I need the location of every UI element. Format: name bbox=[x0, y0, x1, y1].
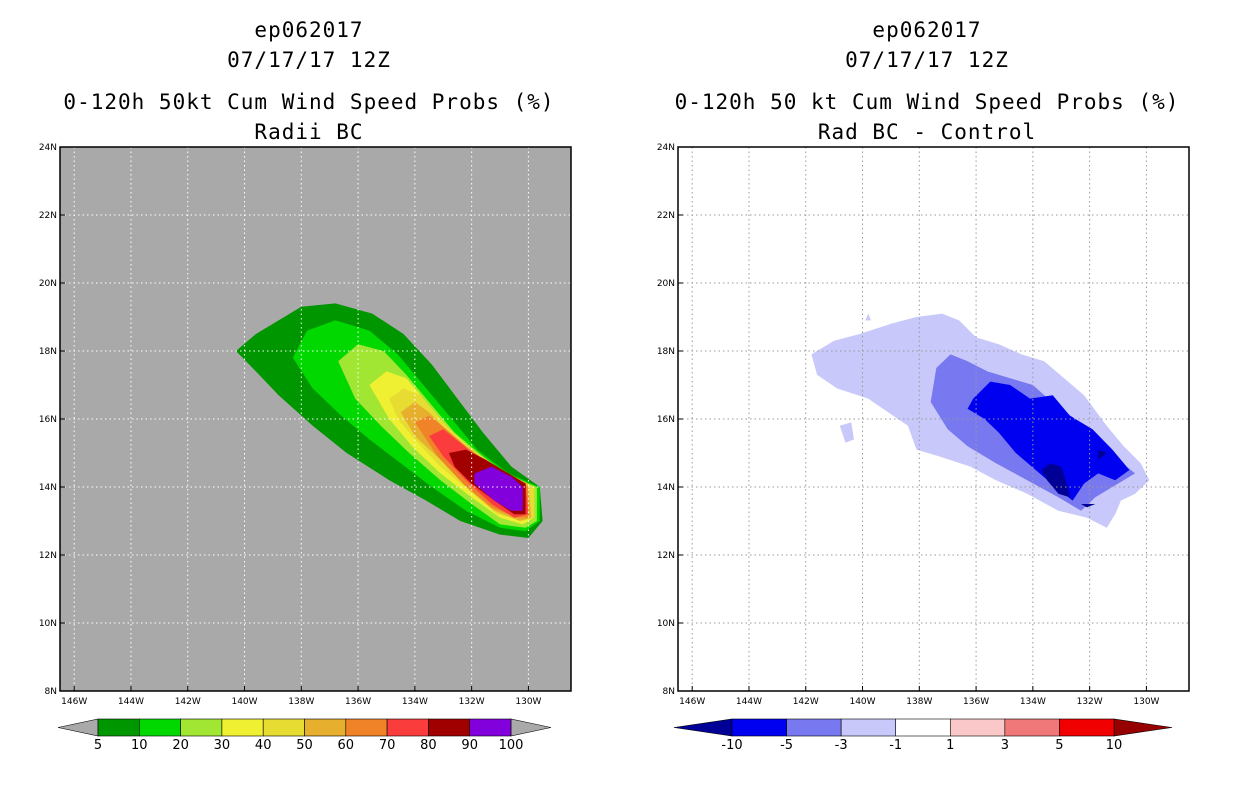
chart-subtitle: Radii BC bbox=[254, 120, 364, 144]
y-tick-label: 8N bbox=[45, 687, 57, 697]
colorbar-label: -10 bbox=[721, 738, 742, 753]
contour-region bbox=[1041, 463, 1070, 498]
colorbar-swatch bbox=[469, 718, 512, 737]
colorbar-swatch bbox=[1059, 718, 1115, 737]
y-tick-label: 14N bbox=[39, 483, 57, 493]
chart-title: 0-120h 50kt Cum Wind Speed Probs (%) bbox=[63, 90, 555, 114]
colorbar-label: 10 bbox=[1106, 738, 1123, 753]
colorbar-swatch bbox=[345, 718, 388, 737]
y-tick-label: 22N bbox=[39, 211, 57, 221]
chart-title: 0-120h 50 kt Cum Wind Speed Probs (%) bbox=[674, 90, 1180, 114]
colorbar-swatch bbox=[386, 718, 429, 737]
difference-probability-map: 146W 144W 142W 140W 138W 136W 134W 132W 130W 8N 10… bbox=[657, 143, 1190, 753]
x-tick-label: 140W bbox=[231, 697, 257, 707]
y-tick-label: 10N bbox=[39, 619, 57, 629]
colorbar-label: 60 bbox=[338, 738, 355, 753]
colorbar-swatch bbox=[304, 718, 347, 737]
y-tick-label: 14N bbox=[657, 483, 675, 493]
x-tick-label: 146W bbox=[61, 697, 87, 707]
x-tick-label: 130W bbox=[1133, 697, 1159, 707]
contour-region bbox=[839, 422, 854, 443]
forecast-date: 07/17/17 12Z bbox=[227, 48, 391, 72]
contour-region bbox=[865, 313, 871, 321]
contour-region bbox=[1098, 449, 1107, 460]
colorbar-label: 30 bbox=[214, 738, 231, 753]
colorbar-swatch bbox=[895, 718, 951, 737]
colorbar-label: 5 bbox=[1055, 738, 1063, 753]
y-tick-label: 18N bbox=[657, 347, 675, 357]
y-tick-label: 16N bbox=[39, 415, 57, 425]
colorbar-swatch bbox=[428, 718, 470, 737]
x-tick-label: 140W bbox=[849, 697, 875, 707]
colorbar-label: -5 bbox=[780, 738, 793, 753]
y-tick-label: 18N bbox=[39, 347, 57, 357]
contour-region bbox=[1081, 504, 1096, 508]
x-tick-label: 134W bbox=[402, 697, 428, 707]
colorbar-label: 5 bbox=[94, 738, 102, 753]
colorbar-over-triangle bbox=[1113, 718, 1173, 737]
y-tick-label: 12N bbox=[657, 551, 675, 561]
colorbar-swatch bbox=[786, 718, 842, 737]
x-tick-label: 144W bbox=[736, 697, 762, 707]
colorbar-swatch bbox=[731, 718, 787, 737]
colorbar-label: 10 bbox=[131, 738, 148, 753]
contour-region bbox=[967, 381, 1130, 501]
x-tick-label: 136W bbox=[963, 697, 989, 707]
y-tick-label: 20N bbox=[657, 279, 675, 289]
storm-id: ep062017 bbox=[872, 18, 982, 42]
x-tick-label: 142W bbox=[175, 697, 201, 707]
x-tick-label: 130W bbox=[515, 697, 541, 707]
colorbar-under-triangle bbox=[57, 718, 99, 737]
colorbar-label: -3 bbox=[835, 738, 848, 753]
x-tick-label: 138W bbox=[288, 697, 314, 707]
colorbar-swatch bbox=[221, 718, 264, 737]
colorbar-swatch bbox=[139, 718, 181, 737]
y-tick-label: 22N bbox=[657, 211, 675, 221]
x-tick-label: 134W bbox=[1020, 697, 1046, 707]
colorbar-label: 40 bbox=[255, 738, 272, 753]
y-tick-label: 12N bbox=[39, 551, 57, 561]
colorbar-swatch bbox=[262, 718, 305, 737]
right-panel: ep062017 07/17/17 12Z 0-120h 50 kt Cum W… bbox=[618, 0, 1236, 800]
x-tick-label: 132W bbox=[459, 697, 485, 707]
colorbar-label: 70 bbox=[379, 738, 396, 753]
colorbar-label: 100 bbox=[499, 738, 524, 753]
y-tick-label: 16N bbox=[657, 415, 675, 425]
colorbar-swatch bbox=[949, 718, 1006, 737]
storm-id: ep062017 bbox=[254, 18, 364, 42]
x-tick-label: 142W bbox=[793, 697, 819, 707]
colorbar-label: -1 bbox=[889, 738, 902, 753]
x-tick-label: 146W bbox=[679, 697, 705, 707]
y-tick-label: 8N bbox=[663, 687, 675, 697]
colorbar-swatch bbox=[840, 718, 897, 737]
colorbar-label: 1 bbox=[946, 738, 954, 753]
colorbar-swatch bbox=[97, 718, 140, 737]
left-panel: ep062017 07/17/17 12Z 0-120h 50kt Cum Wi… bbox=[39, 18, 572, 753]
forecast-date: 07/17/17 12Z bbox=[845, 48, 1009, 72]
colorbar-label: 3 bbox=[1001, 738, 1009, 753]
contour-region bbox=[474, 466, 523, 511]
chart-subtitle: Rad BC - Control bbox=[817, 120, 1037, 144]
colorbar-label: 20 bbox=[172, 738, 189, 753]
y-tick-label: 24N bbox=[657, 143, 675, 153]
y-tick-label: 20N bbox=[39, 279, 57, 289]
colorbar-label: 80 bbox=[420, 738, 437, 753]
y-tick-label: 24N bbox=[39, 143, 57, 153]
x-tick-label: 144W bbox=[118, 697, 144, 707]
colorbar-under-triangle bbox=[673, 718, 733, 737]
x-tick-label: 132W bbox=[1077, 697, 1103, 707]
colorbar-swatch bbox=[180, 718, 223, 737]
x-tick-label: 138W bbox=[906, 697, 932, 707]
colorbar-label: 50 bbox=[296, 738, 313, 753]
colorbar-over-triangle bbox=[510, 718, 552, 737]
x-tick-label: 136W bbox=[345, 697, 371, 707]
colorbar-label: 90 bbox=[461, 738, 478, 753]
colorbar-swatch bbox=[1004, 718, 1060, 737]
radii-bc-probability-map: 146W 144W 142W 140W 138W 136W 134W 132W 130W 8N 10… bbox=[39, 143, 572, 753]
y-tick-label: 10N bbox=[657, 619, 675, 629]
